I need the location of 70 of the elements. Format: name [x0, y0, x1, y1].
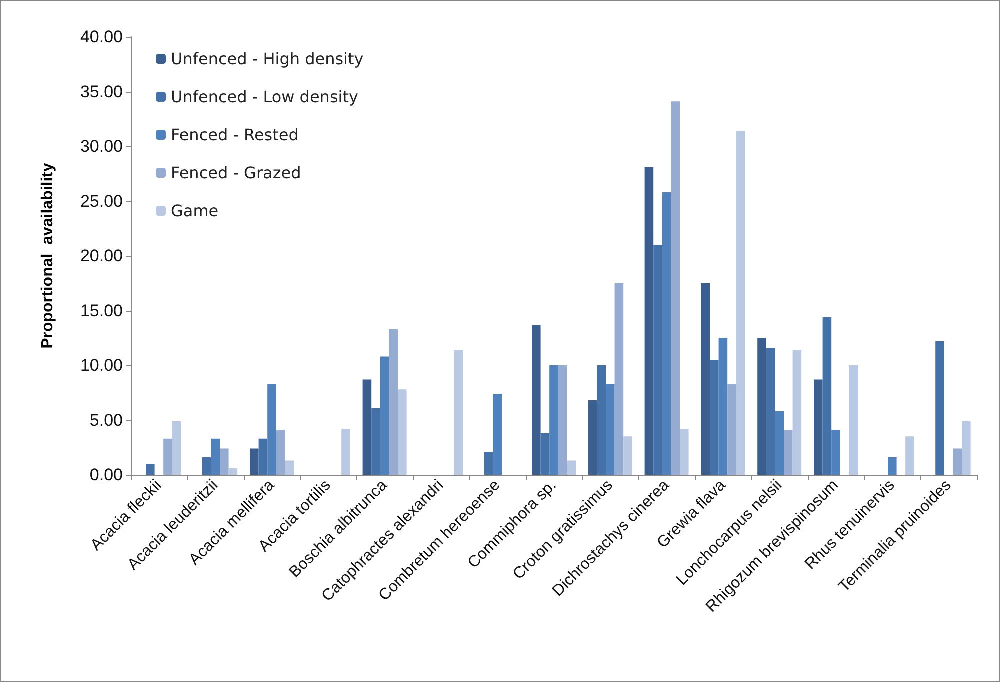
bar [888, 457, 897, 475]
bar [614, 283, 624, 475]
bar [792, 350, 802, 475]
legend-label: Unfenced - Low density [171, 88, 358, 106]
bar [250, 448, 259, 475]
bar [728, 384, 736, 475]
bar [606, 384, 615, 475]
bar [644, 167, 654, 475]
bar [276, 430, 286, 475]
bar [146, 464, 155, 475]
bar [766, 348, 776, 475]
legend-label: Fenced - Rested [171, 126, 299, 144]
bar [454, 350, 464, 475]
bar [372, 408, 380, 475]
bar [710, 360, 719, 475]
bar [558, 366, 568, 475]
bar [532, 324, 541, 475]
bar [662, 192, 672, 475]
bar [936, 341, 944, 475]
bar [758, 338, 766, 475]
legend-label: Unfenced - High density [171, 50, 364, 68]
bar [906, 436, 914, 475]
y-tick-label: 5.00 [90, 410, 123, 430]
bar [588, 400, 598, 475]
legend-label: Game [171, 202, 219, 220]
y-tick-label: 25.00 [80, 192, 123, 211]
bar [211, 438, 220, 475]
bar [258, 438, 268, 475]
y-tick-label: 20.00 [80, 246, 123, 266]
bar [550, 366, 558, 475]
bar [540, 433, 550, 475]
y-tick-label: 15.00 [80, 301, 123, 320]
bar [268, 384, 276, 475]
y-tick-label: 0.00 [90, 466, 123, 484]
y-axis-title: Proportional availability [40, 162, 56, 349]
y-tick-label: 30.00 [80, 137, 123, 156]
bar [285, 460, 294, 475]
bar [822, 317, 832, 475]
bar [775, 411, 784, 475]
bar [814, 380, 823, 475]
bar [164, 438, 172, 475]
bar [567, 460, 576, 475]
bar [701, 283, 710, 475]
bar [398, 390, 407, 475]
y-tick-label: 35.00 [80, 82, 123, 102]
bar [680, 429, 689, 475]
bar [849, 366, 858, 475]
bar [832, 430, 840, 475]
bar [380, 356, 390, 475]
bar [220, 448, 229, 475]
bar [362, 380, 372, 475]
bar [654, 245, 662, 475]
bar [784, 430, 793, 475]
bar [624, 436, 632, 475]
bar [736, 131, 746, 475]
bar [484, 452, 494, 475]
y-tick-label: 10.00 [80, 356, 123, 375]
bar [718, 338, 728, 475]
bar [342, 429, 350, 475]
y-tick-label: 40.00 [80, 28, 123, 46]
bar [597, 366, 606, 475]
bar [962, 421, 971, 475]
bar [671, 102, 680, 475]
bar [172, 421, 182, 475]
legend-label: Fenced - Grazed [171, 164, 302, 182]
bar [389, 329, 398, 475]
bar [493, 394, 502, 475]
bar [202, 457, 212, 475]
bar [953, 448, 962, 475]
bar [228, 468, 238, 475]
